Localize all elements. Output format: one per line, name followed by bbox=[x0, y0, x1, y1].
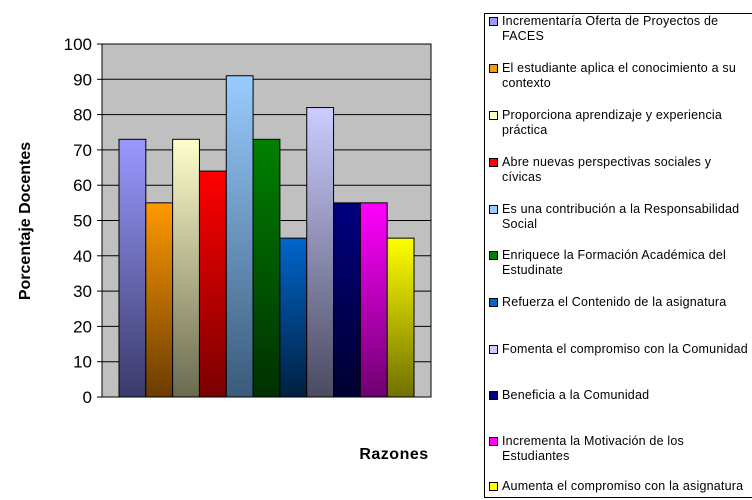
bar bbox=[306, 107, 335, 398]
legend-label: Refuerza el Contenido de la asignatura bbox=[502, 295, 727, 309]
bar bbox=[386, 237, 415, 398]
legend-swatch bbox=[489, 64, 498, 73]
legend-item: Aumenta el compromiso con la asignatura bbox=[489, 479, 751, 494]
legend-swatch bbox=[489, 482, 498, 491]
bar bbox=[172, 138, 200, 398]
legend-item: Incrementaría Oferta de Proyectos de FAC… bbox=[489, 14, 751, 44]
x-axis-title: Razones bbox=[359, 446, 428, 463]
bar bbox=[225, 75, 254, 398]
y-tick-label: 90 bbox=[73, 70, 92, 89]
legend: Incrementaría Oferta de Proyectos de FAC… bbox=[484, 13, 752, 498]
legend-label: Enriquece la Formación Académica del Est… bbox=[502, 248, 726, 277]
legend-item: Incrementa la Motivación de los Estudian… bbox=[489, 434, 751, 464]
y-axis: 0 10 20 30 40 50 60 70 80 90 100 bbox=[64, 35, 102, 407]
legend-item: Refuerza el Contenido de la asignatura bbox=[489, 295, 751, 310]
y-tick-label: 0 bbox=[83, 388, 92, 407]
legend-label: Abre nuevas perspectivas sociales y cívi… bbox=[502, 155, 712, 184]
legend-swatch bbox=[489, 158, 498, 167]
bar-chart: 0 10 20 30 40 50 60 70 80 90 100 Porcentaje Docent… bbox=[17, 35, 432, 463]
y-tick-label: 50 bbox=[73, 212, 92, 231]
legend-item: Es una contribución a la Responsabilidad… bbox=[489, 202, 751, 232]
y-tick-label: 10 bbox=[73, 353, 92, 372]
legend-item: Abre nuevas perspectivas sociales y cívi… bbox=[489, 155, 751, 185]
bar bbox=[145, 202, 174, 398]
y-tick-label: 40 bbox=[73, 247, 92, 266]
bar bbox=[359, 202, 388, 398]
y-tick-label: 20 bbox=[73, 317, 92, 336]
legend-swatch bbox=[489, 17, 498, 26]
y-tick-label: 70 bbox=[73, 141, 92, 160]
legend-item: Proporciona aprendizaje y experiencia pr… bbox=[489, 108, 751, 138]
bar bbox=[198, 170, 227, 398]
bar bbox=[333, 202, 361, 398]
bar bbox=[279, 237, 308, 398]
legend-swatch bbox=[489, 437, 498, 446]
legend-label: Fomenta el compromiso con la Comunidad bbox=[502, 342, 748, 356]
legend-label: El estudiante aplica el conocimiento a s… bbox=[502, 61, 737, 90]
legend-item: Beneficia a la Comunidad bbox=[489, 388, 751, 403]
legend-swatch bbox=[489, 251, 498, 260]
legend-item: Enriquece la Formación Académica del Est… bbox=[489, 248, 751, 278]
y-tick-label: 80 bbox=[73, 106, 92, 125]
legend-swatch bbox=[489, 205, 498, 214]
legend-item: Fomenta el compromiso con la Comunidad bbox=[489, 342, 751, 357]
legend-label: Incrementaría Oferta de Proyectos de FAC… bbox=[502, 14, 719, 43]
legend-swatch bbox=[489, 391, 498, 400]
y-tick-label: 30 bbox=[73, 282, 92, 301]
legend-swatch bbox=[489, 345, 498, 354]
y-tick-label: 100 bbox=[64, 35, 92, 54]
bar bbox=[252, 138, 281, 398]
legend-label: Es una contribución a la Responsabilidad… bbox=[502, 202, 740, 231]
legend-swatch bbox=[489, 111, 498, 120]
y-tick-label: 60 bbox=[73, 176, 92, 195]
bars bbox=[118, 75, 415, 398]
legend-label: Aumenta el compromiso con la asignatura bbox=[502, 479, 744, 493]
bar bbox=[118, 138, 147, 398]
legend-item: El estudiante aplica el conocimiento a s… bbox=[489, 61, 751, 91]
legend-label: Proporciona aprendizaje y experiencia pr… bbox=[502, 108, 723, 137]
y-axis-title: Porcentaje Docentes bbox=[17, 142, 34, 300]
legend-label: Incrementa la Motivación de los Estudian… bbox=[502, 434, 684, 463]
legend-label: Beneficia a la Comunidad bbox=[502, 388, 650, 402]
legend-swatch bbox=[489, 298, 498, 307]
